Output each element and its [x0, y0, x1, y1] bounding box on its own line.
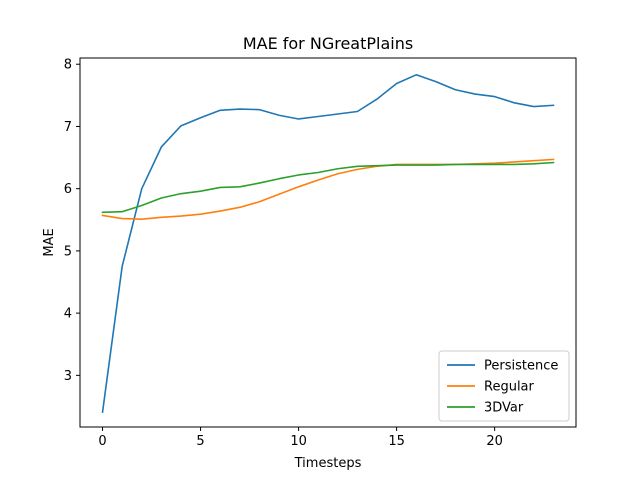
x-tick-label: 10: [290, 434, 307, 449]
series-line-persistence: [101, 74, 555, 413]
plot-lines: [101, 74, 555, 413]
y-tick-label: 4: [64, 307, 72, 322]
plot-frame: [79, 57, 577, 428]
x-axis-label: Timesteps: [294, 456, 362, 471]
series-line-3dvar: [101, 161, 555, 214]
x-tick-label: 15: [388, 434, 405, 449]
y-tick-label: 3: [64, 369, 72, 384]
legend-box: [438, 350, 570, 422]
chart-title: MAE for NGreatPlains: [243, 34, 413, 53]
x-tick-label: 5: [196, 434, 204, 449]
y-tick-label: 7: [64, 120, 72, 135]
x-tick-label: 20: [486, 434, 503, 449]
x-axis-ticks: 0 5 10 15 20: [98, 427, 503, 449]
y-tick-label: 5: [64, 244, 72, 259]
y-axis-label: MAE: [42, 228, 57, 256]
legend: Persistence Regular 3DVar: [438, 350, 570, 422]
legend-label-persistence: Persistence: [484, 359, 558, 374]
legend-label-regular: Regular: [484, 380, 535, 395]
y-axis-ticks: 3 4 5 6 7 8: [64, 58, 80, 384]
x-tick-label: 0: [98, 434, 106, 449]
y-tick-label: 8: [64, 58, 72, 73]
y-tick-label: 6: [64, 182, 72, 197]
legend-label-3dvar: 3DVar: [484, 401, 524, 416]
